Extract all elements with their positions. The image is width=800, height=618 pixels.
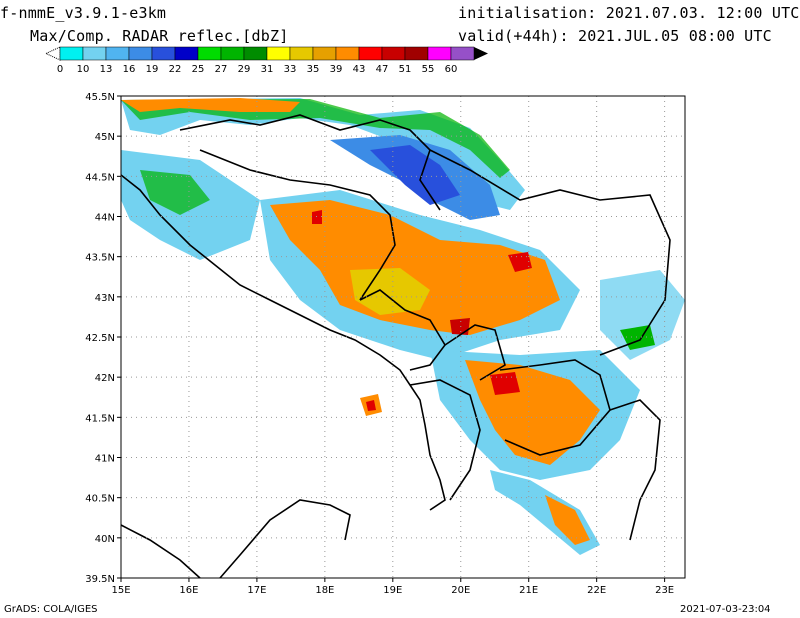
lat-label: 43N (95, 293, 115, 304)
model-title: f-nmmE_v3.9.1-e3km (0, 4, 167, 22)
lon-label: 20E (451, 585, 470, 596)
border-macedonia (499, 359, 611, 456)
latitude-labels: 45.5N 45N 44.5N 44N 43.5N 43N 42.5N 42N 41.5N 41N… (85, 92, 121, 585)
border-bosnia (199, 149, 396, 301)
border-albania (409, 379, 481, 501)
initialisation-time: initialisation: 2021.07.03. 12:00 UTC (458, 4, 800, 22)
colorbar-label: 25 (192, 64, 205, 75)
border-serbia (429, 149, 671, 356)
echo-north-orange (121, 98, 300, 112)
colorbar-label: 13 (100, 64, 113, 75)
echo-central-orange (270, 200, 560, 335)
lon-label: 18E (315, 585, 334, 596)
colorbar-label: 35 (307, 64, 320, 75)
colorbar-label: 0 (57, 64, 63, 75)
colorbar-label: 19 (146, 64, 159, 75)
lon-label: 19E (383, 585, 402, 596)
echo-central-yellow (350, 268, 430, 315)
valid-time: valid(+44h): 2021.JUL.05 08:00 UTC (458, 27, 772, 45)
colorbar-label: 60 (445, 64, 458, 75)
lon-label: 16E (179, 585, 198, 596)
lat-label: 45.5N (85, 92, 115, 103)
colorbar-label: 51 (399, 64, 412, 75)
colorbar-label: 55 (422, 64, 435, 75)
lat-label: 44.5N (85, 172, 115, 183)
echo-south-red (490, 372, 520, 395)
coastlines-borders (120, 114, 671, 579)
colorbar-label: 31 (261, 64, 274, 75)
colorbar-left-arrow (44, 46, 61, 61)
lat-label: 40N (95, 534, 115, 545)
echo-blue-inner (370, 145, 460, 205)
lon-label: 17E (247, 585, 266, 596)
echo-north-band-green (121, 99, 510, 178)
lat-label: 42.5N (85, 333, 115, 344)
lon-label: 23E (655, 585, 674, 596)
border-north (179, 114, 441, 211)
colorbar-label: 22 (169, 64, 182, 75)
italy-heel (219, 499, 351, 579)
colorbar-label: 29 (238, 64, 251, 75)
colorbar-label: 27 (215, 64, 228, 75)
lat-label: 43.5N (85, 253, 115, 264)
longitude-labels: 15E 16E 17E 18E 19E 20E 21E 22E 23E (111, 578, 674, 596)
lon-label: 22E (587, 585, 606, 596)
lat-label: 39.5N (85, 574, 115, 585)
lat-label: 41.5N (85, 413, 115, 424)
colorbar: 0 10 13 16 19 22 25 27 29 31 33 35 39 43 47 51 55 60 (44, 46, 488, 75)
colorbar-label: 43 (353, 64, 366, 75)
colorbar-label: 10 (77, 64, 90, 75)
echo-west-green (140, 170, 210, 215)
italy-coastline (120, 524, 201, 579)
reflectivity-field (121, 98, 685, 555)
echo-south-band-orange (545, 495, 590, 545)
echo-red-cell-2 (450, 318, 470, 335)
variable-title: Max/Comp. RADAR reflec.[dbZ] (30, 27, 289, 45)
lat-label: 44N (95, 213, 115, 224)
lon-label: 15E (111, 585, 130, 596)
lat-label: 40.5N (85, 494, 115, 505)
colorbar-right-arrow (474, 47, 488, 60)
graticule (121, 96, 685, 578)
lat-label: 42N (95, 373, 115, 384)
colorbar-label: 33 (284, 64, 297, 75)
echo-adriatic-core (366, 400, 376, 411)
border-greece-east (609, 399, 661, 541)
footer-timestamp: 2021-07-03-23:04 (680, 604, 771, 615)
lat-label: 41N (95, 454, 115, 465)
colorbar-label: 47 (376, 64, 389, 75)
lat-label: 45N (95, 132, 115, 143)
lon-label: 21E (519, 585, 538, 596)
footer-credit: GrADS: COLA/IGES (4, 604, 98, 615)
colorbar-label: 39 (330, 64, 343, 75)
adriatic-coastline (120, 174, 446, 511)
colorbar-label: 16 (123, 64, 136, 75)
border-montenegro (359, 289, 446, 371)
border-kosovo (444, 324, 506, 381)
